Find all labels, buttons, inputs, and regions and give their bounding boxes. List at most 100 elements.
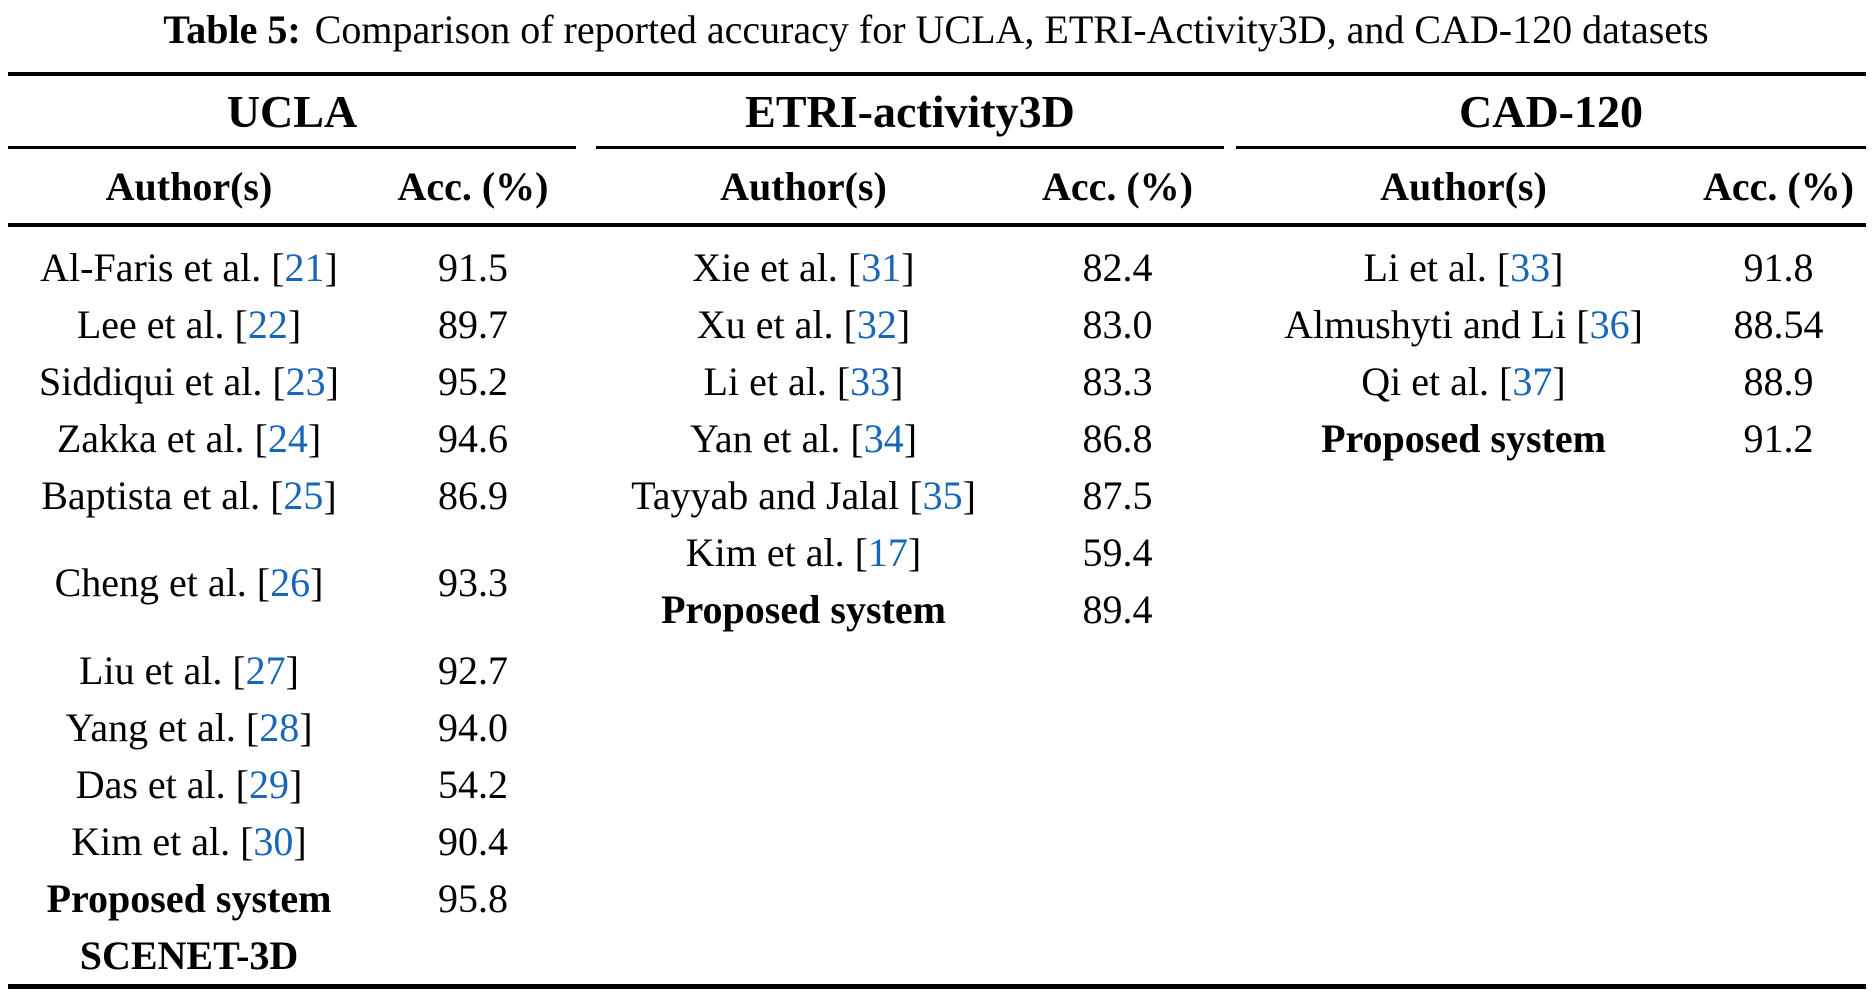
column-header-accuracy: Acc. (%): [1041, 163, 1194, 209]
author-text: ]: [901, 244, 915, 290]
author-cell: Xu et al. [32]: [596, 301, 1011, 347]
group-header-band: UCLA Author(s) Acc. (%) ETRI-activity3D …: [8, 76, 1866, 223]
citation-link[interactable]: 33: [1510, 244, 1551, 290]
table-row: Al-Faris et al. [21] 91.5: [8, 239, 576, 296]
citation-link[interactable]: 34: [863, 415, 904, 461]
table-row: Proposed system 89.4: [596, 581, 1224, 638]
table-row: Proposed system 91.2: [1236, 410, 1866, 467]
subheader-cad120: Author(s) Acc. (%): [1236, 149, 1866, 223]
body-ucla: Al-Faris et al. [21] 91.5 Lee et al. [22] 8…: [8, 227, 576, 984]
accuracy-cell: 94.6: [438, 415, 508, 461]
citation-link[interactable]: 27: [245, 647, 286, 693]
accuracy-cell: 91.5: [438, 244, 508, 290]
author-text: ]: [324, 244, 338, 290]
subheader-ucla: Author(s) Acc. (%): [8, 149, 576, 223]
citation-link[interactable]: 25: [283, 472, 324, 518]
accuracy-cell: 88.54: [1733, 301, 1824, 347]
author-text: ]: [1629, 301, 1643, 347]
author-text: Al-Faris et al. [: [40, 244, 285, 290]
author-text: ]: [907, 529, 922, 575]
table-row: Xie et al. [31] 82.4: [596, 239, 1224, 296]
author-cell: Li et al. [33]: [596, 358, 1011, 404]
accuracy-cell: 91.8: [1743, 244, 1814, 290]
table-row: Yan et al. [34] 86.8: [596, 410, 1224, 467]
column-header-accuracy: Acc. (%): [1702, 163, 1855, 209]
author-text: Liu et al. [: [79, 647, 246, 693]
citation-link[interactable]: 36: [1589, 301, 1630, 347]
citation-link[interactable]: 37: [1512, 358, 1553, 404]
group-rule-ucla: [8, 146, 576, 149]
author-cell: Lee et al. [22]: [8, 301, 370, 347]
group-rule-cad120: [1236, 146, 1866, 149]
author-text: ]: [285, 647, 299, 693]
table-caption-text: Comparison of reported accuracy for UCLA…: [314, 7, 1709, 52]
citation-link[interactable]: 17: [867, 529, 908, 575]
author-cell: Al-Faris et al. [21]: [8, 244, 370, 290]
table-row: Cheng et al. [26] 93.3: [8, 524, 576, 642]
table-row: Xu et al. [32] 83.0: [596, 296, 1224, 353]
author-text: ]: [903, 415, 918, 461]
author-cell: Tayyab and Jalal [35]: [596, 472, 1011, 518]
author-cell: Zakka et al. [24]: [8, 415, 370, 461]
author-text: ]: [890, 358, 904, 404]
author-text: Yan et al. [: [689, 415, 864, 461]
author-text: Baptista et al. [: [41, 472, 284, 518]
author-text: Das et al. [: [75, 761, 249, 807]
citation-link[interactable]: 33: [850, 358, 891, 404]
citation-link[interactable]: 24: [267, 415, 308, 461]
table-row: SCENET-3D: [8, 927, 576, 984]
table-row: Proposed system 95.8: [8, 870, 576, 927]
table-row: Zakka et al. [24] 94.6: [8, 410, 576, 467]
citation-link[interactable]: 30: [253, 818, 294, 864]
subheader-etri: Author(s) Acc. (%): [596, 149, 1224, 223]
table-row: Almushyti and Li [36] 88.54: [1236, 296, 1866, 353]
group-header-etri: ETRI-activity3D Author(s) Acc. (%): [596, 76, 1224, 223]
accuracy-cell: 88.9: [1743, 358, 1814, 404]
author-cell: Das et al. [29]: [8, 761, 370, 807]
citation-link[interactable]: 29: [248, 761, 289, 807]
citation-link[interactable]: 21: [284, 244, 325, 290]
author-cell: Almushyti and Li [36]: [1236, 301, 1691, 347]
accuracy-cell: 94.0: [438, 704, 508, 750]
author-text: Kim et al. [: [685, 529, 868, 575]
accuracy-cell: 92.7: [438, 647, 508, 693]
body-etri: Xie et al. [31] 82.4 Xu et al. [32] 83.0 Li …: [596, 227, 1224, 984]
author-text: ]: [896, 301, 911, 347]
author-text: Proposed system: [661, 586, 946, 632]
author-cell: Proposed system: [1236, 417, 1691, 460]
group-header-cad120: CAD-120 Author(s) Acc. (%): [1236, 76, 1866, 223]
table-row: Siddiqui et al. [23] 95.2: [8, 353, 576, 410]
table-row: Das et al. [29] 54.2: [8, 756, 576, 813]
author-text: SCENET-3D: [79, 932, 299, 978]
accuracy-cell: 83.3: [1082, 358, 1153, 404]
accuracy-cell: 86.8: [1082, 415, 1153, 461]
author-text: ]: [307, 415, 322, 461]
table-row: Baptista et al. [25] 86.9: [8, 467, 576, 524]
author-text: ]: [310, 560, 324, 605]
citation-link[interactable]: 35: [922, 472, 963, 518]
table-row: Kim et al. [30] 90.4: [8, 813, 576, 870]
citation-link[interactable]: 22: [247, 301, 288, 347]
author-text: ]: [323, 472, 337, 518]
author-cell: Baptista et al. [25]: [8, 472, 370, 518]
accuracy-cell: 83.0: [1082, 301, 1153, 347]
accuracy-cell: 89.7: [438, 301, 508, 347]
author-text: Xu et al. [: [696, 301, 857, 347]
accuracy-cell: 95.2: [438, 358, 508, 404]
citation-link[interactable]: 32: [856, 301, 897, 347]
table-body-band: Al-Faris et al. [21] 91.5 Lee et al. [22] 8…: [8, 227, 1866, 984]
author-text: ]: [287, 301, 302, 347]
author-text: Zakka et al. [: [56, 415, 268, 461]
citation-link[interactable]: 23: [285, 358, 326, 404]
table-row: Tayyab and Jalal [35] 87.5: [596, 467, 1224, 524]
citation-link[interactable]: 31: [861, 244, 902, 290]
citation-link[interactable]: 26: [270, 560, 311, 605]
table-row: Li et al. [33] 83.3: [596, 353, 1224, 410]
column-header-authors: Author(s): [720, 163, 887, 209]
author-text: Proposed system: [46, 875, 332, 921]
author-text: ]: [962, 472, 976, 518]
author-cell: Yang et al. [28]: [8, 704, 370, 750]
author-text: ]: [293, 818, 307, 864]
citation-link[interactable]: 28: [259, 704, 300, 750]
